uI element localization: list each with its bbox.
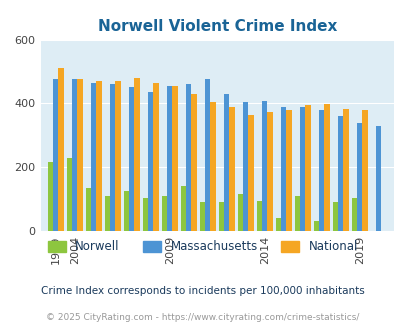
Bar (161, 196, 167, 231)
Bar (110, 84, 115, 231)
Bar (261, 101, 266, 231)
Bar (77, 80, 83, 231)
Bar (229, 107, 234, 231)
Bar (210, 102, 215, 231)
Bar (199, 202, 205, 231)
Bar (243, 102, 248, 231)
Bar (318, 110, 324, 231)
Bar (96, 81, 102, 231)
Bar (313, 221, 318, 231)
Bar (124, 191, 129, 231)
Bar (286, 110, 291, 231)
Bar (167, 86, 172, 231)
Bar (48, 162, 53, 231)
Bar (129, 87, 134, 231)
Bar (248, 115, 253, 231)
Bar (153, 82, 158, 231)
Bar (343, 109, 348, 231)
Bar (275, 218, 280, 231)
Bar (72, 80, 77, 231)
Legend: Norwell, Massachusetts, National: Norwell, Massachusetts, National (43, 236, 362, 258)
Bar (191, 94, 196, 231)
Bar (67, 158, 72, 231)
Text: © 2025 CityRating.com - https://www.cityrating.com/crime-statistics/: © 2025 CityRating.com - https://www.city… (46, 313, 359, 322)
Bar (356, 122, 361, 231)
Bar (134, 78, 139, 231)
Bar (224, 94, 229, 231)
Bar (53, 80, 58, 231)
Bar (91, 82, 96, 231)
Bar (294, 196, 299, 231)
Bar (185, 84, 191, 231)
Bar (104, 196, 110, 231)
Bar (172, 86, 177, 231)
Bar (332, 202, 337, 231)
Bar (305, 105, 310, 231)
Bar (337, 116, 343, 231)
Bar (180, 186, 185, 231)
Bar (299, 107, 305, 231)
Bar (237, 194, 243, 231)
Bar (148, 92, 153, 231)
Bar (266, 112, 272, 231)
Bar (351, 197, 356, 231)
Bar (85, 188, 91, 231)
Bar (218, 202, 224, 231)
Text: Crime Index corresponds to incidents per 100,000 inhabitants: Crime Index corresponds to incidents per… (41, 286, 364, 296)
Bar (375, 126, 380, 231)
Bar (115, 81, 120, 231)
Bar (280, 107, 286, 231)
Title: Norwell Violent Crime Index: Norwell Violent Crime Index (97, 19, 336, 34)
Bar (256, 201, 261, 231)
Bar (205, 80, 210, 231)
Bar (58, 68, 64, 231)
Bar (324, 104, 329, 231)
Bar (143, 197, 148, 231)
Bar (361, 111, 367, 231)
